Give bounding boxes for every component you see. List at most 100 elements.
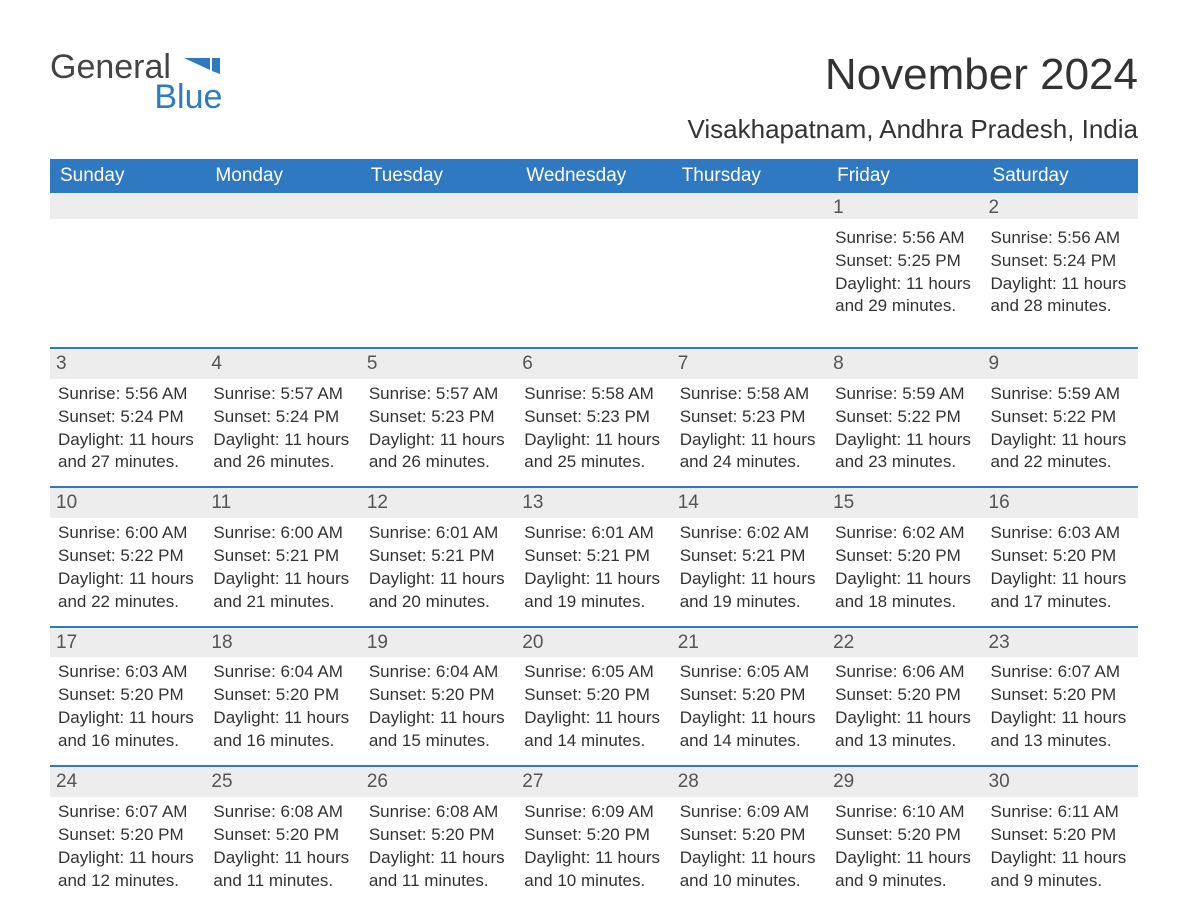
- day-cell: 23Sunrise: 6:07 AMSunset: 5:20 PMDayligh…: [983, 628, 1138, 765]
- sunrise-line: Sunrise: 6:11 AM: [991, 801, 1130, 824]
- day-body: Sunrise: 5:59 AMSunset: 5:22 PMDaylight:…: [835, 383, 974, 475]
- day-number: 8: [827, 349, 982, 379]
- day-number: 30: [983, 767, 1138, 797]
- daylight-line: Daylight: 11 hours and 10 minutes.: [680, 847, 819, 893]
- day-number: 3: [50, 349, 205, 379]
- week-row: 24Sunrise: 6:07 AMSunset: 5:20 PMDayligh…: [50, 765, 1138, 904]
- sunrise-line: Sunrise: 6:04 AM: [369, 661, 508, 684]
- day-body: Sunrise: 5:58 AMSunset: 5:23 PMDaylight:…: [524, 383, 663, 475]
- sunset-line: Sunset: 5:22 PM: [991, 406, 1130, 429]
- daylight-line: Daylight: 11 hours and 16 minutes.: [213, 707, 352, 753]
- daylight-line: Daylight: 11 hours and 28 minutes.: [991, 273, 1130, 319]
- day-body: Sunrise: 6:02 AMSunset: 5:20 PMDaylight:…: [835, 522, 974, 614]
- day-body: Sunrise: 6:07 AMSunset: 5:20 PMDaylight:…: [991, 661, 1130, 753]
- day-body: Sunrise: 6:05 AMSunset: 5:20 PMDaylight:…: [680, 661, 819, 753]
- title-block: November 2024 Visakhapatnam, Andhra Prad…: [688, 50, 1139, 145]
- day-body: Sunrise: 6:01 AMSunset: 5:21 PMDaylight:…: [369, 522, 508, 614]
- day-cell: 20Sunrise: 6:05 AMSunset: 5:20 PMDayligh…: [516, 628, 671, 765]
- sunrise-line: Sunrise: 6:04 AM: [213, 661, 352, 684]
- daylight-line: Daylight: 11 hours and 9 minutes.: [991, 847, 1130, 893]
- daylight-line: Daylight: 11 hours and 14 minutes.: [680, 707, 819, 753]
- day-number: 5: [361, 349, 516, 379]
- day-cell: 4 Sunrise: 5:57 AMSunset: 5:24 PMDaylight…: [205, 349, 360, 486]
- page-header: General Blue November 2024 Visakhapatnam…: [50, 50, 1138, 145]
- day-cell: 5Sunrise: 5:57 AMSunset: 5:23 PMDaylight…: [361, 349, 516, 486]
- daylight-line: Daylight: 11 hours and 20 minutes.: [369, 568, 508, 614]
- day-cell: [672, 219, 827, 347]
- day-number: 22: [827, 628, 982, 658]
- sunset-line: Sunset: 5:25 PM: [835, 250, 974, 273]
- day-body: Sunrise: 6:00 AMSunset: 5:22 PMDaylight:…: [58, 522, 197, 614]
- daylight-line: Daylight: 11 hours and 13 minutes.: [835, 707, 974, 753]
- day-cell: 10 Sunrise: 6:00 AMSunset: 5:22 PMDayligh…: [50, 488, 205, 625]
- sunset-line: Sunset: 5:22 PM: [835, 406, 974, 429]
- day-body: Sunrise: 5:57 AMSunset: 5:24 PMDaylight:…: [213, 383, 352, 475]
- day-cell: 7Sunrise: 5:58 AMSunset: 5:23 PMDaylight…: [672, 349, 827, 486]
- day-number: 2: [983, 193, 1138, 223]
- sunrise-line: Sunrise: 5:56 AM: [835, 227, 974, 250]
- day-body: Sunrise: 6:09 AMSunset: 5:20 PMDaylight:…: [680, 801, 819, 893]
- day-number: 1: [827, 193, 982, 223]
- weeks-container: 1Sunrise: 5:56 AMSunset: 5:25 PMDaylight…: [50, 219, 1138, 905]
- sunset-line: Sunset: 5:20 PM: [213, 824, 352, 847]
- daylight-line: Daylight: 11 hours and 22 minutes.: [58, 568, 197, 614]
- daylight-line: Daylight: 11 hours and 21 minutes.: [213, 568, 352, 614]
- daylight-line: Daylight: 11 hours and 19 minutes.: [680, 568, 819, 614]
- sunset-line: Sunset: 5:23 PM: [680, 406, 819, 429]
- sunset-line: Sunset: 5:24 PM: [991, 250, 1130, 273]
- sunrise-line: Sunrise: 6:08 AM: [369, 801, 508, 824]
- day-cell: 21Sunrise: 6:05 AMSunset: 5:20 PMDayligh…: [672, 628, 827, 765]
- day-number: 6: [516, 349, 671, 379]
- logo: General Blue: [50, 50, 222, 114]
- day-body: Sunrise: 6:04 AMSunset: 5:20 PMDaylight:…: [213, 661, 352, 753]
- day-number: 20: [516, 628, 671, 658]
- sunrise-line: Sunrise: 5:56 AM: [991, 227, 1130, 250]
- day-number: 16: [983, 488, 1138, 518]
- day-body: Sunrise: 6:08 AMSunset: 5:20 PMDaylight:…: [213, 801, 352, 893]
- day-number: 25: [205, 767, 360, 797]
- day-cell: 15Sunrise: 6:02 AMSunset: 5:20 PMDayligh…: [827, 488, 982, 625]
- sunset-line: Sunset: 5:20 PM: [835, 545, 974, 568]
- sunset-line: Sunset: 5:23 PM: [369, 406, 508, 429]
- day-number: 4: [205, 349, 360, 379]
- daylight-line: Daylight: 11 hours and 26 minutes.: [213, 429, 352, 475]
- sunset-line: Sunset: 5:20 PM: [369, 824, 508, 847]
- day-cell: 3Sunrise: 5:56 AMSunset: 5:24 PMDaylight…: [50, 349, 205, 486]
- day-number: 27: [516, 767, 671, 797]
- dow-thursday: Thursday: [672, 159, 827, 193]
- day-cell: 9Sunrise: 5:59 AMSunset: 5:22 PMDaylight…: [983, 349, 1138, 486]
- day-cell: 14 Sunrise: 6:02 AMSunset: 5:21 PMDayligh…: [672, 488, 827, 625]
- sunset-line: Sunset: 5:21 PM: [680, 545, 819, 568]
- day-of-week-header: Sunday Monday Tuesday Wednesday Thursday…: [50, 159, 1138, 193]
- day-body: Sunrise: 6:10 AMSunset: 5:20 PMDaylight:…: [835, 801, 974, 893]
- day-number: 11: [205, 488, 360, 518]
- daylight-line: Daylight: 11 hours and 10 minutes.: [524, 847, 663, 893]
- day-cell: [50, 219, 205, 347]
- day-number: 14: [672, 488, 827, 518]
- sunset-line: Sunset: 5:20 PM: [524, 824, 663, 847]
- day-cell: 17Sunrise: 6:03 AMSunset: 5:20 PMDayligh…: [50, 628, 205, 765]
- sunset-line: Sunset: 5:20 PM: [991, 824, 1130, 847]
- daylight-line: Daylight: 11 hours and 9 minutes.: [835, 847, 974, 893]
- day-number: 17: [50, 628, 205, 658]
- day-number: 9: [983, 349, 1138, 379]
- day-cell: 8 Sunrise: 5:59 AMSunset: 5:22 PMDaylight…: [827, 349, 982, 486]
- sunrise-line: Sunrise: 6:03 AM: [991, 522, 1130, 545]
- dow-saturday: Saturday: [983, 159, 1138, 193]
- day-body: Sunrise: 6:02 AMSunset: 5:21 PMDaylight:…: [680, 522, 819, 614]
- daylight-line: Daylight: 11 hours and 14 minutes.: [524, 707, 663, 753]
- daylight-line: Daylight: 11 hours and 26 minutes.: [369, 429, 508, 475]
- day-cell: 30 Sunrise: 6:11 AMSunset: 5:20 PMDayligh…: [983, 767, 1138, 904]
- sunrise-line: Sunrise: 6:01 AM: [369, 522, 508, 545]
- dow-monday: Monday: [205, 159, 360, 193]
- day-cell: 27 Sunrise: 6:09 AMSunset: 5:20 PMDayligh…: [516, 767, 671, 904]
- day-cell: 29Sunrise: 6:10 AMSunset: 5:20 PMDayligh…: [827, 767, 982, 904]
- day-body: Sunrise: 6:00 AMSunset: 5:21 PMDaylight:…: [213, 522, 352, 614]
- day-number: 10: [50, 488, 205, 518]
- day-body: Sunrise: 5:58 AMSunset: 5:23 PMDaylight:…: [680, 383, 819, 475]
- sunrise-line: Sunrise: 6:09 AM: [524, 801, 663, 824]
- week-row: 1Sunrise: 5:56 AMSunset: 5:25 PMDaylight…: [50, 219, 1138, 347]
- daylight-line: Daylight: 11 hours and 24 minutes.: [680, 429, 819, 475]
- sunrise-line: Sunrise: 5:59 AM: [835, 383, 974, 406]
- sunset-line: Sunset: 5:24 PM: [58, 406, 197, 429]
